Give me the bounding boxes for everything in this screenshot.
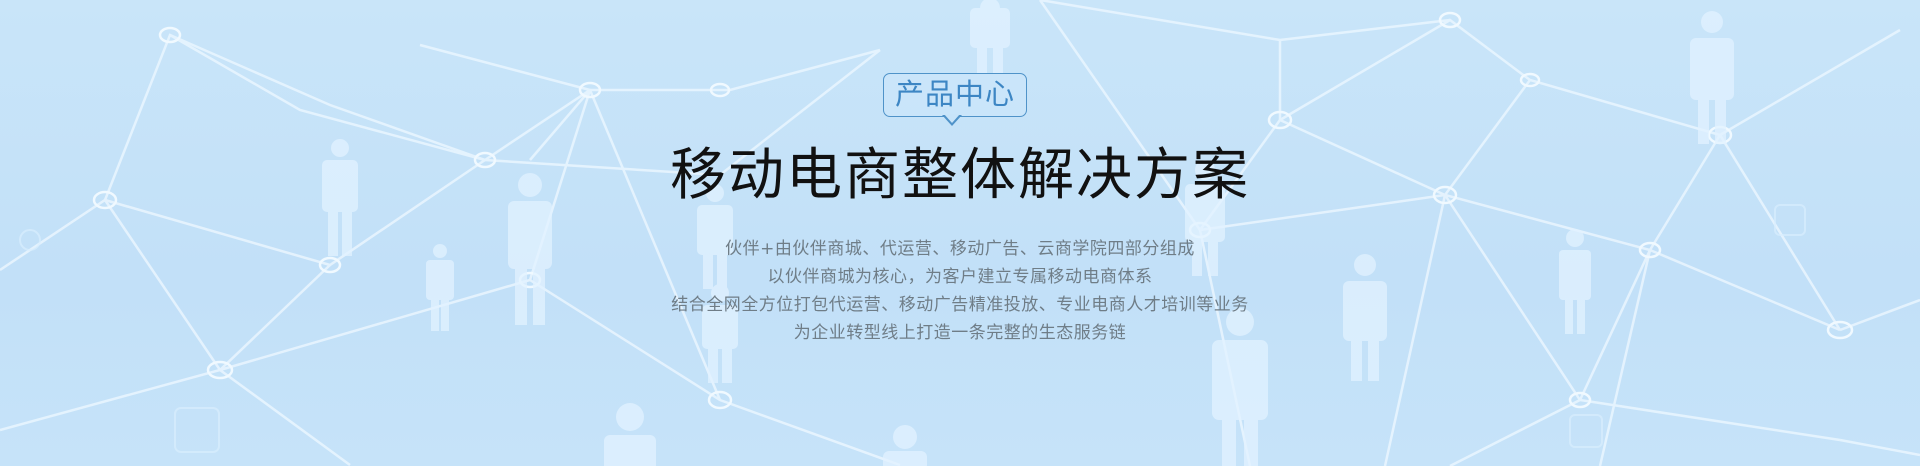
people-figures xyxy=(322,0,1734,466)
faint-node-icons xyxy=(19,204,1806,453)
banner-title: 移动电商整体解决方案 xyxy=(670,143,1250,208)
description-line: 结合全网全方位打包代运营、移动广告精准投放、专业电商人才培训等业务 xyxy=(671,295,1249,315)
product-center-tag[interactable]: 产品中心 xyxy=(883,73,1027,117)
description-line: 伙伴+由伙伴商城、代运营、移动广告、云商学院四部分组成 xyxy=(725,239,1195,259)
tag-pointer-fill xyxy=(944,114,960,123)
description-line: 以伙伴商城为核心，为客户建立专属移动电商体系 xyxy=(767,267,1153,287)
banner-description: 伙伴+由伙伴商城、代运营、移动广告、云商学院四部分组成 以伙伴商城为核心，为客户… xyxy=(0,235,1920,347)
description-line: 为企业转型线上打造一条完整的生态服务链 xyxy=(793,323,1127,343)
